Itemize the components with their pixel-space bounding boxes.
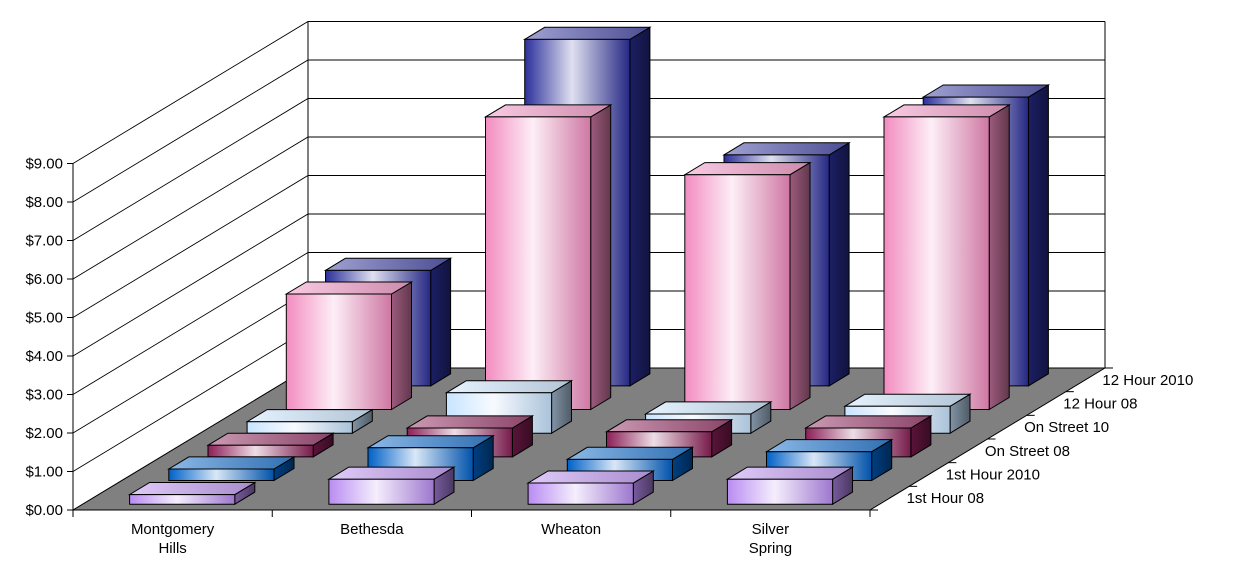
x-tick-label: Montgomery Hills [131, 521, 215, 557]
gridline [72, 136, 1105, 280]
bar-on-street-10-montgomery-hills [245, 408, 375, 435]
x-tick-label: Silver Spring [749, 521, 792, 557]
left-floor-edge [72, 367, 309, 511]
series-tick-label: 12 Hour 08 [1063, 396, 1137, 413]
x-tick-label: Bethesda [340, 521, 404, 538]
y-tick-label: $3.00 [25, 387, 63, 404]
y-tick-label: $7.00 [25, 233, 63, 250]
series-tick-label: 1st Hour 08 [907, 490, 985, 507]
bar-12-hour-08-silver-spring [882, 104, 1012, 411]
y-tick-label: $9.00 [25, 156, 63, 173]
series-tick-label: 12 Hour 2010 [1102, 372, 1193, 389]
bar-1st-hour-08-montgomery-hills [127, 481, 257, 506]
bar-1st-hour-08-wheaton [526, 470, 656, 506]
bars [127, 26, 1051, 506]
y-tick-label: $0.00 [25, 502, 63, 519]
gridline [72, 59, 1105, 203]
bar-12-hour-08-montgomery-hills [284, 281, 414, 411]
y-axis-ticks: $0.00 $1.00 $2.00 $3.00 $4.00 $5.00 $6.00 $7.00… [25, 156, 73, 519]
series-tick-label: On Street 10 [1024, 419, 1109, 436]
gridline [72, 21, 1105, 164]
bar-1st-hour-08-silver-spring [725, 466, 855, 506]
series-axis-ticks: 1st Hour 08 1st Hour 2010 On Street 08 On S… [870, 367, 1193, 511]
y-tick-label: $2.00 [25, 425, 63, 442]
bar-on-street-08-montgomery-hills [206, 432, 335, 458]
series-tick-label: 1st Hour 2010 [946, 467, 1040, 484]
bar-1st-hour-2010-montgomery-hills [167, 456, 296, 482]
y-tick-label: $6.00 [25, 271, 63, 288]
gridline [72, 98, 1105, 241]
bar-12-hour-08-wheaton [683, 161, 812, 411]
x-tick-label: Wheaton [541, 521, 601, 538]
y-tick-label: $4.00 [25, 348, 63, 365]
y-tick-label: $1.00 [25, 464, 63, 481]
bar-1st-hour-08-bethesda [327, 466, 456, 506]
bar-12-hour-08-bethesda [483, 104, 613, 411]
y-tick-label: $5.00 [25, 310, 63, 327]
y-tick-label: $8.00 [25, 194, 63, 211]
x-axis-ticks: Montgomery Hills Bethesda Wheaton Silver Spri… [72, 510, 871, 557]
series-tick-label: On Street 08 [985, 443, 1070, 460]
